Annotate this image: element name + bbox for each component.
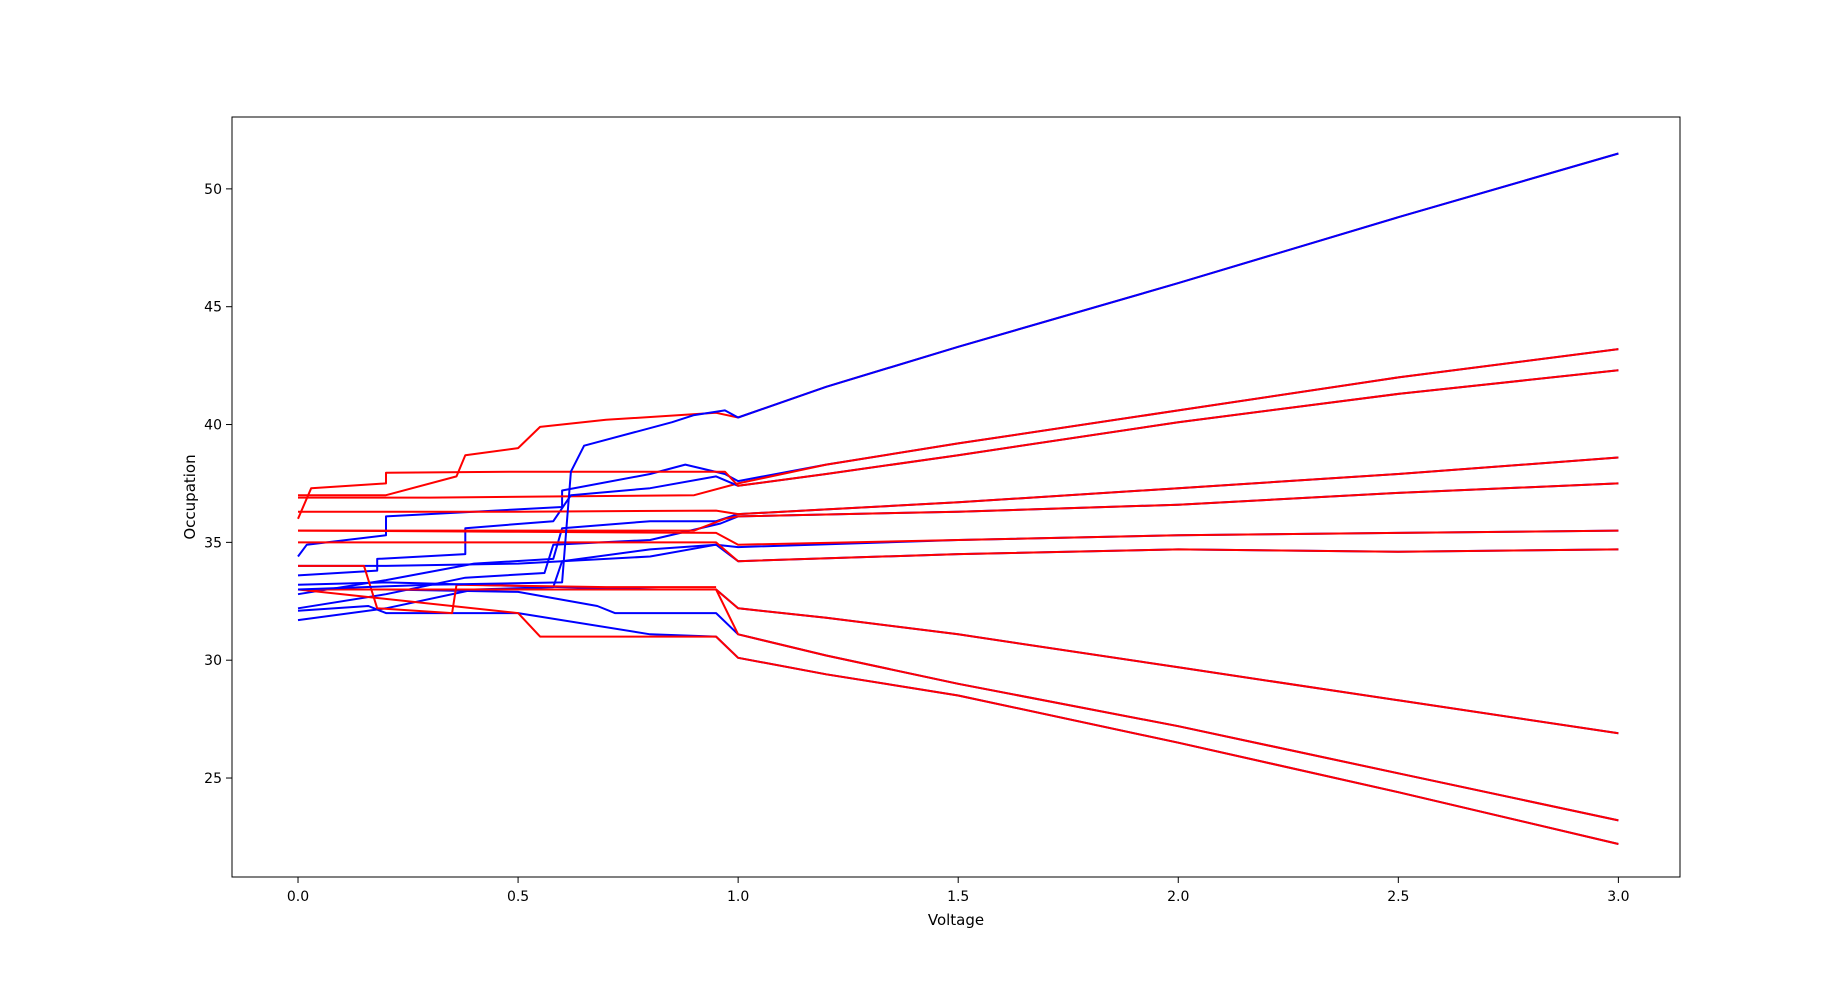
series-line-2 bbox=[298, 348, 1619, 499]
y-tick-label: 45 bbox=[204, 300, 222, 316]
series-line-16 bbox=[298, 588, 1619, 822]
y-tick-label: 40 bbox=[204, 418, 222, 434]
x-tick-label: 0.0 bbox=[287, 889, 309, 905]
series-line-4 bbox=[297, 369, 1619, 520]
series-layer bbox=[297, 152, 1619, 845]
x-tick-label: 2.5 bbox=[1387, 889, 1409, 905]
ticks-layer: 0.0 0.5 1.0 1.5 2.0 2.5 3.0 25 30 35 40 45 50 bbox=[204, 182, 1629, 905]
x-tick-label: 3.0 bbox=[1607, 889, 1629, 905]
y-tick-label: 30 bbox=[204, 653, 222, 669]
x-tick-label: 2.0 bbox=[1167, 889, 1189, 905]
series-line-21 bbox=[297, 152, 1619, 591]
plot-frame bbox=[231, 116, 1681, 878]
series-line-6 bbox=[298, 456, 1619, 516]
series-line-10 bbox=[297, 529, 1619, 546]
x-tick-label: 1.0 bbox=[727, 889, 749, 905]
y-tick-label: 50 bbox=[204, 182, 222, 198]
y-axis-label: Occupation bbox=[181, 454, 199, 539]
series-line-12 bbox=[298, 541, 1619, 563]
x-tick-label: 0.5 bbox=[507, 889, 529, 905]
series-line-8 bbox=[298, 482, 1619, 532]
y-tick-label: 25 bbox=[204, 771, 222, 787]
series-line-19 bbox=[298, 564, 717, 615]
x-axis-label: Voltage bbox=[928, 911, 984, 929]
x-tick-label: 1.5 bbox=[947, 889, 969, 905]
series-line-18 bbox=[297, 588, 1619, 845]
y-tick-label: 35 bbox=[204, 535, 222, 551]
